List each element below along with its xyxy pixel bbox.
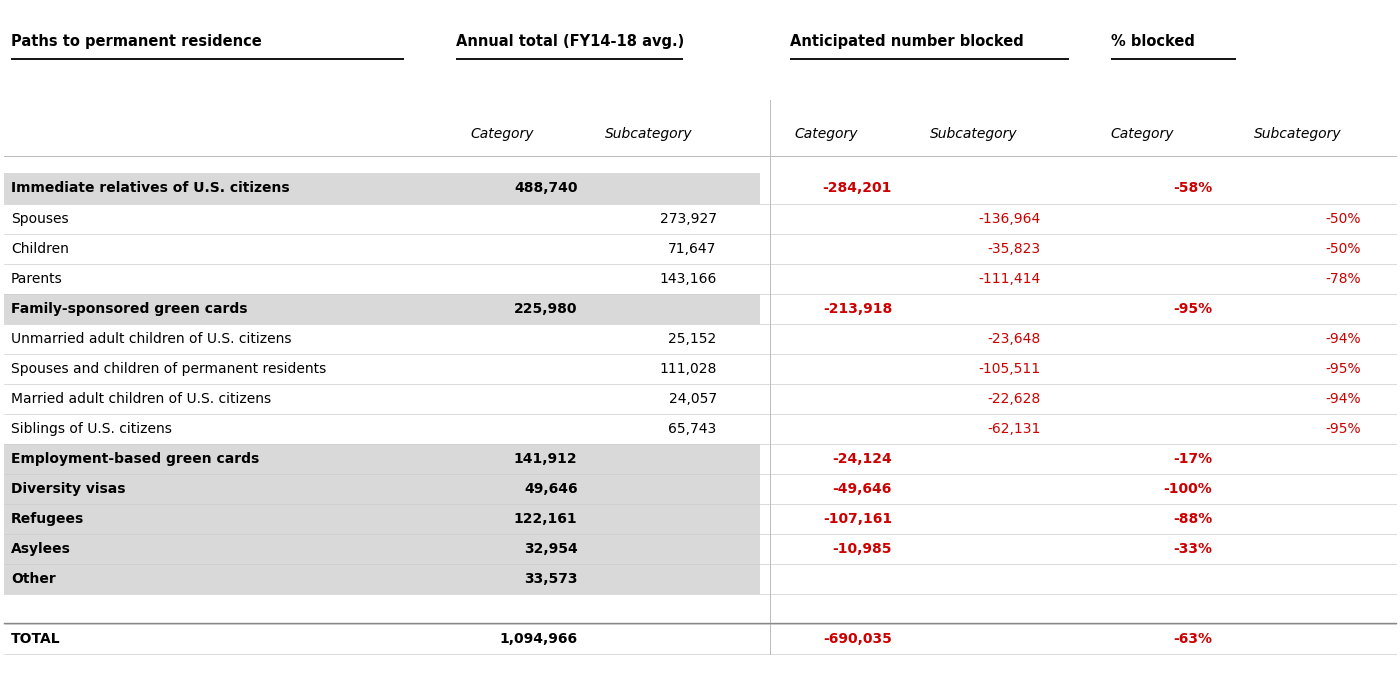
Text: 141,912: 141,912 [514,452,578,466]
Text: 71,647: 71,647 [668,242,717,256]
Text: Family-sponsored green cards: Family-sponsored green cards [11,302,248,316]
Text: -35,823: -35,823 [988,242,1042,256]
Text: Siblings of U.S. citizens: Siblings of U.S. citizens [11,422,172,436]
Bar [4,474,760,504]
Text: -58%: -58% [1173,182,1212,196]
Text: -95%: -95% [1326,422,1361,436]
Text: % blocked: % blocked [1110,35,1194,49]
Text: -49,646: -49,646 [833,482,892,496]
Text: -136,964: -136,964 [979,211,1042,225]
Bar [4,294,760,323]
Text: Children: Children [11,242,69,256]
Text: 122,161: 122,161 [514,512,578,526]
Text: Category: Category [470,127,533,141]
Text: 143,166: 143,166 [659,272,717,285]
Text: 111,028: 111,028 [659,361,717,376]
Text: 32,954: 32,954 [524,542,578,556]
Text: 65,743: 65,743 [668,422,717,436]
Text: 33,573: 33,573 [524,572,578,586]
Text: -213,918: -213,918 [823,302,892,316]
Text: Spouses and children of permanent residents: Spouses and children of permanent reside… [11,361,326,376]
Bar [4,504,760,534]
Text: -62,131: -62,131 [987,422,1042,436]
Text: -23,648: -23,648 [988,332,1042,346]
Text: Spouses: Spouses [11,211,69,225]
Text: -100%: -100% [1163,482,1212,496]
Text: 488,740: 488,740 [514,182,578,196]
Text: Refugees: Refugees [11,512,84,526]
Text: Diversity visas: Diversity visas [11,482,126,496]
Text: Subcategory: Subcategory [605,127,693,141]
Text: Annual total (FY14-18 avg.): Annual total (FY14-18 avg.) [456,35,685,49]
Text: -690,035: -690,035 [823,632,892,646]
Text: Employment-based green cards: Employment-based green cards [11,452,259,466]
Text: 225,980: 225,980 [514,302,578,316]
Text: 49,646: 49,646 [524,482,578,496]
Text: Married adult children of U.S. citizens: Married adult children of U.S. citizens [11,392,272,406]
Bar [4,564,760,594]
Text: Category: Category [795,127,858,141]
Text: -50%: -50% [1326,242,1361,256]
Text: 24,057: 24,057 [669,392,717,406]
Text: Paths to permanent residence: Paths to permanent residence [11,35,262,49]
Bar [4,173,760,204]
Text: Anticipated number blocked: Anticipated number blocked [791,35,1025,49]
Text: -24,124: -24,124 [832,452,892,466]
Text: Other: Other [11,572,56,586]
Text: 273,927: 273,927 [659,211,717,225]
Text: 1,094,966: 1,094,966 [500,632,578,646]
Text: -17%: -17% [1173,452,1212,466]
Text: Category: Category [1110,127,1175,141]
Text: Subcategory: Subcategory [1254,127,1341,141]
Text: -105,511: -105,511 [979,361,1042,376]
Text: -50%: -50% [1326,211,1361,225]
Text: -10,985: -10,985 [833,542,892,556]
Text: 25,152: 25,152 [668,332,717,346]
Text: -284,201: -284,201 [823,182,892,196]
Text: TOTAL: TOTAL [11,632,60,646]
Text: -94%: -94% [1326,392,1361,406]
Text: -33%: -33% [1173,542,1212,556]
Text: Asylees: Asylees [11,542,71,556]
Text: -94%: -94% [1326,332,1361,346]
Text: -95%: -95% [1173,302,1212,316]
Text: -111,414: -111,414 [979,272,1042,285]
Text: -88%: -88% [1173,512,1212,526]
Text: Subcategory: Subcategory [930,127,1018,141]
Text: -78%: -78% [1326,272,1361,285]
Text: Unmarried adult children of U.S. citizens: Unmarried adult children of U.S. citizen… [11,332,291,346]
Bar [4,444,760,474]
Text: Immediate relatives of U.S. citizens: Immediate relatives of U.S. citizens [11,182,290,196]
Text: -22,628: -22,628 [988,392,1042,406]
Text: Parents: Parents [11,272,63,285]
Bar [4,534,760,564]
Text: -63%: -63% [1173,632,1212,646]
Text: -107,161: -107,161 [823,512,892,526]
Text: -95%: -95% [1326,361,1361,376]
